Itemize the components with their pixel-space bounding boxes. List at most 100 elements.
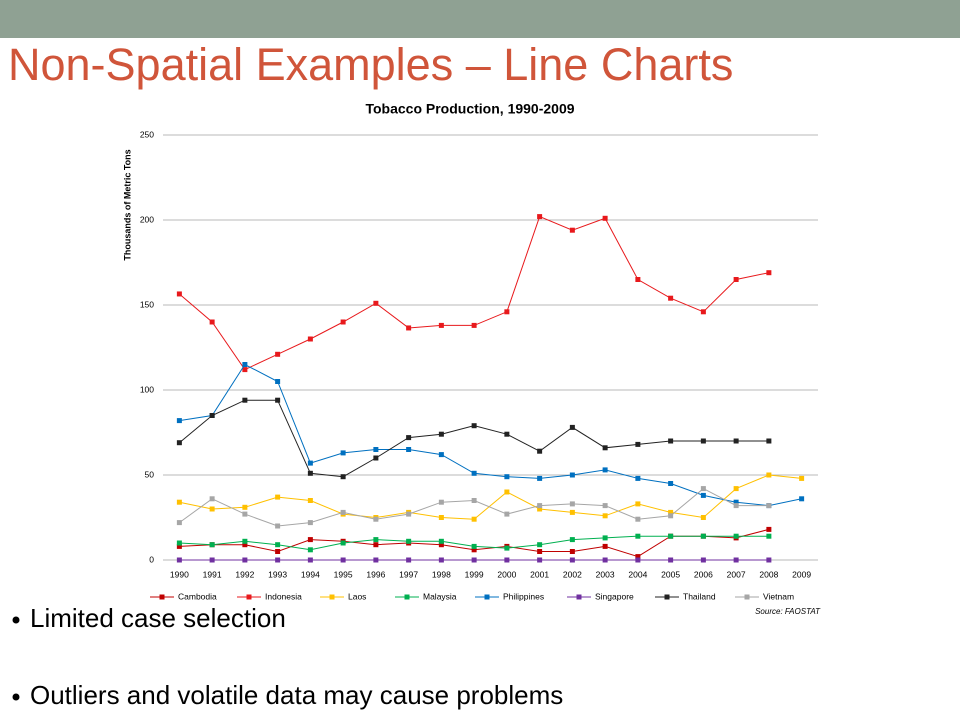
point	[766, 472, 772, 478]
point	[275, 397, 281, 403]
point	[438, 322, 444, 328]
y-tick-label: 200	[140, 214, 154, 224]
point	[242, 538, 248, 544]
bullet-text: Limited case selection	[30, 603, 286, 633]
y-tick-label: 100	[140, 384, 154, 394]
point	[635, 557, 641, 563]
point	[700, 486, 706, 492]
point	[602, 467, 608, 473]
point	[635, 516, 641, 522]
point	[275, 542, 281, 548]
point	[504, 545, 510, 551]
y-tick-label: 150	[140, 299, 154, 309]
point	[242, 367, 248, 373]
point	[406, 447, 412, 452]
point	[176, 557, 182, 563]
x-tick-label: 2005	[661, 569, 680, 579]
legend-marker	[246, 594, 252, 600]
point	[340, 509, 346, 515]
point	[700, 309, 706, 315]
point	[700, 492, 706, 498]
point	[504, 489, 510, 495]
x-tick-label: 1998	[432, 569, 451, 579]
x-tick-label: 2004	[628, 569, 647, 579]
point	[307, 336, 313, 342]
bullet-text: Outliers and volatile data may cause pro…	[30, 680, 563, 710]
point	[668, 438, 674, 444]
point	[471, 543, 477, 549]
point	[307, 557, 313, 563]
point	[602, 503, 608, 509]
point	[438, 499, 444, 505]
x-tick-label: 1995	[334, 569, 353, 579]
point	[340, 474, 346, 480]
point	[307, 498, 313, 503]
point	[733, 533, 739, 539]
point	[569, 424, 575, 430]
point	[438, 452, 444, 458]
point	[307, 537, 313, 543]
x-tick-label: 2007	[727, 569, 746, 579]
point	[668, 481, 674, 486]
point	[176, 520, 182, 526]
point	[700, 438, 706, 444]
legend-marker	[159, 594, 165, 600]
point	[700, 533, 706, 539]
point	[504, 309, 510, 315]
point	[307, 520, 313, 526]
legend-label: Indonesia	[265, 591, 302, 601]
point	[569, 549, 575, 554]
point	[733, 486, 739, 492]
point	[569, 509, 575, 515]
point	[275, 494, 281, 500]
point	[242, 362, 248, 367]
point	[766, 533, 772, 539]
point	[209, 542, 215, 548]
point	[537, 542, 543, 548]
point	[799, 496, 805, 502]
x-tick-label: 2009	[792, 569, 811, 579]
x-tick-label: 1999	[465, 569, 484, 579]
point	[569, 472, 575, 478]
point	[471, 557, 477, 563]
x-tick-label: 2001	[530, 569, 549, 579]
point	[569, 227, 575, 233]
point	[668, 513, 674, 519]
series-line	[179, 528, 770, 558]
series-line	[179, 215, 769, 371]
point	[242, 557, 248, 563]
point	[242, 511, 248, 517]
point	[504, 511, 510, 517]
point	[668, 533, 674, 539]
point	[209, 413, 215, 418]
point	[438, 557, 444, 563]
point	[635, 533, 641, 539]
point	[602, 543, 608, 549]
point	[635, 277, 641, 282]
point	[766, 526, 772, 532]
point	[340, 319, 346, 325]
point	[307, 470, 313, 476]
point	[700, 515, 706, 520]
point	[307, 460, 313, 466]
point	[799, 475, 805, 481]
legend-label: Singapore	[595, 591, 634, 601]
point	[733, 503, 739, 509]
point	[504, 431, 510, 437]
point	[373, 447, 379, 452]
x-tick-label: 2008	[759, 569, 778, 579]
point	[209, 496, 215, 502]
series-line	[179, 474, 802, 520]
y-tick-label: 0	[149, 554, 154, 564]
point	[537, 506, 543, 512]
point	[733, 277, 739, 282]
point	[275, 557, 281, 563]
point	[668, 557, 674, 563]
point	[176, 540, 182, 546]
point	[438, 538, 444, 544]
series-line	[179, 363, 802, 507]
x-tick-label: 2000	[497, 569, 516, 579]
bullet	[12, 693, 20, 701]
point	[438, 515, 444, 520]
